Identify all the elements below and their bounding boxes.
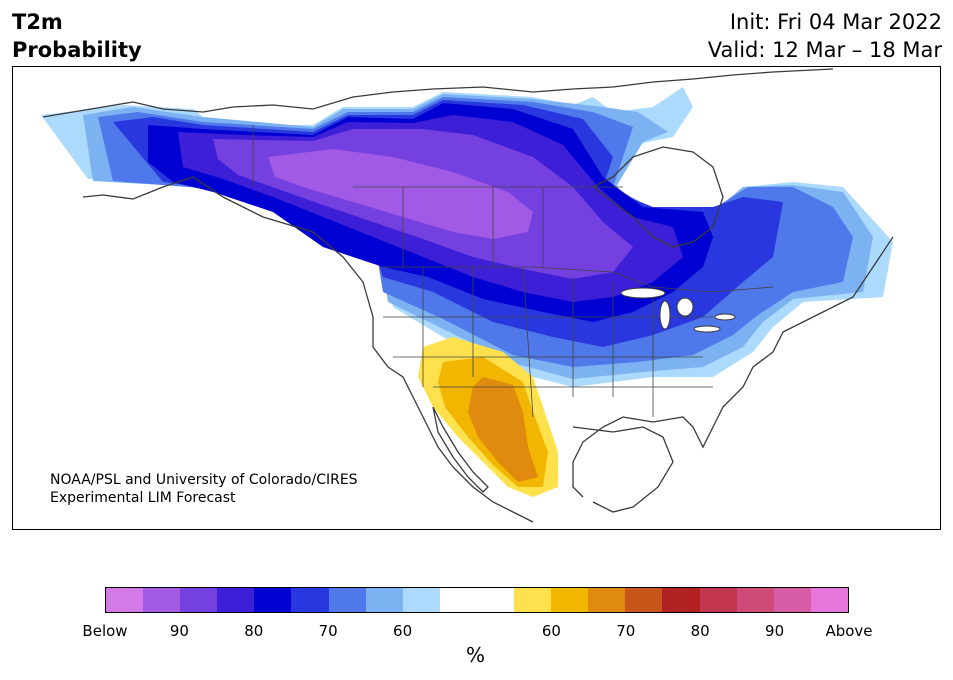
colorbar-swatch: [476, 588, 515, 612]
colorbar-swatch: [736, 588, 774, 612]
colorbar-swatch: [439, 588, 477, 612]
state-lines: [252, 125, 713, 418]
colorbar-tick-label: 90: [765, 622, 785, 640]
colorbar-tick-label: 90: [169, 622, 189, 640]
great-lakes: [620, 287, 736, 333]
alaska-coastline: [82, 176, 534, 523]
colorbar-unit: %: [466, 643, 486, 667]
lake-michigan: [659, 300, 671, 330]
colorbar: [105, 587, 849, 613]
lake-huron: [676, 297, 694, 317]
colorbar-tick-label: Below: [82, 622, 128, 640]
state-borders: [252, 125, 774, 418]
east-coast-outline: [572, 236, 894, 498]
colorbar-swatch: [217, 588, 255, 612]
colorbar-swatch: [106, 588, 144, 612]
colorbar-swatch: [514, 588, 552, 612]
colorbar-tick-label: 80: [690, 622, 710, 640]
lake-ontario: [714, 313, 736, 321]
colorbar-swatch: [773, 588, 811, 612]
colorbar-swatch: [699, 588, 737, 612]
credit-line-2: Experimental LIM Forecast: [50, 490, 236, 506]
colorbar-swatch: [625, 588, 663, 612]
baja-outline: [432, 406, 489, 493]
colorbar-tick-label: Above: [825, 622, 873, 640]
colorbar-swatch: [402, 588, 440, 612]
init-date: Init: Fri 04 Mar 2022: [729, 10, 942, 34]
colorbar-tick-label: 60: [541, 622, 561, 640]
colorbar-swatch: [810, 588, 848, 612]
colorbar-tick-label: 80: [244, 622, 264, 640]
credit-line-1: NOAA/PSL and University of Colorado/CIRE…: [50, 472, 358, 488]
arctic-coastline: [42, 68, 834, 118]
colorbar-swatch: [365, 588, 403, 612]
map-title: T2m Probability: [12, 8, 142, 64]
valid-range: Valid: 12 Mar – 18 Mar: [707, 38, 942, 62]
colorbar-tick-label: 60: [393, 622, 413, 640]
title-variable: T2m: [12, 10, 63, 34]
colorbar-swatch: [291, 588, 329, 612]
colorbar-swatch: [328, 588, 366, 612]
colorbar-swatch: [662, 588, 700, 612]
hudson-bay-coastline: [591, 146, 724, 248]
forecast-dates: Init: Fri 04 Mar 2022 Valid: 12 Mar – 18…: [708, 8, 942, 64]
warm-anomaly-layers: [418, 337, 558, 497]
map-canvas: [41, 68, 894, 523]
colorbar-tick-label: 70: [318, 622, 338, 640]
colorbar-tick-label: 70: [616, 622, 636, 640]
colorbar-swatch: [143, 588, 181, 612]
colorbar-swatch: [551, 588, 589, 612]
colorbar-swatch: [254, 588, 292, 612]
lake-erie: [693, 325, 721, 333]
coastlines: [42, 68, 894, 523]
lake-superior: [620, 287, 666, 299]
gulf-coast-outline: [572, 426, 674, 513]
colorbar-labels: Below 90 80 70 60 60 70 80 90 Above: [82, 622, 872, 640]
colorbar-swatch: [588, 588, 626, 612]
title-type: Probability: [12, 38, 142, 62]
colorbar-swatch: [180, 588, 218, 612]
us-canada-border: [383, 266, 774, 293]
southwest-orange-zone: [468, 377, 538, 482]
canada-purple-core: [268, 149, 533, 239]
credit-text: NOAA/PSL and University of Colorado/CIRE…: [50, 471, 358, 507]
map-frame: NOAA/PSL and University of Colorado/CIRE…: [12, 66, 941, 530]
